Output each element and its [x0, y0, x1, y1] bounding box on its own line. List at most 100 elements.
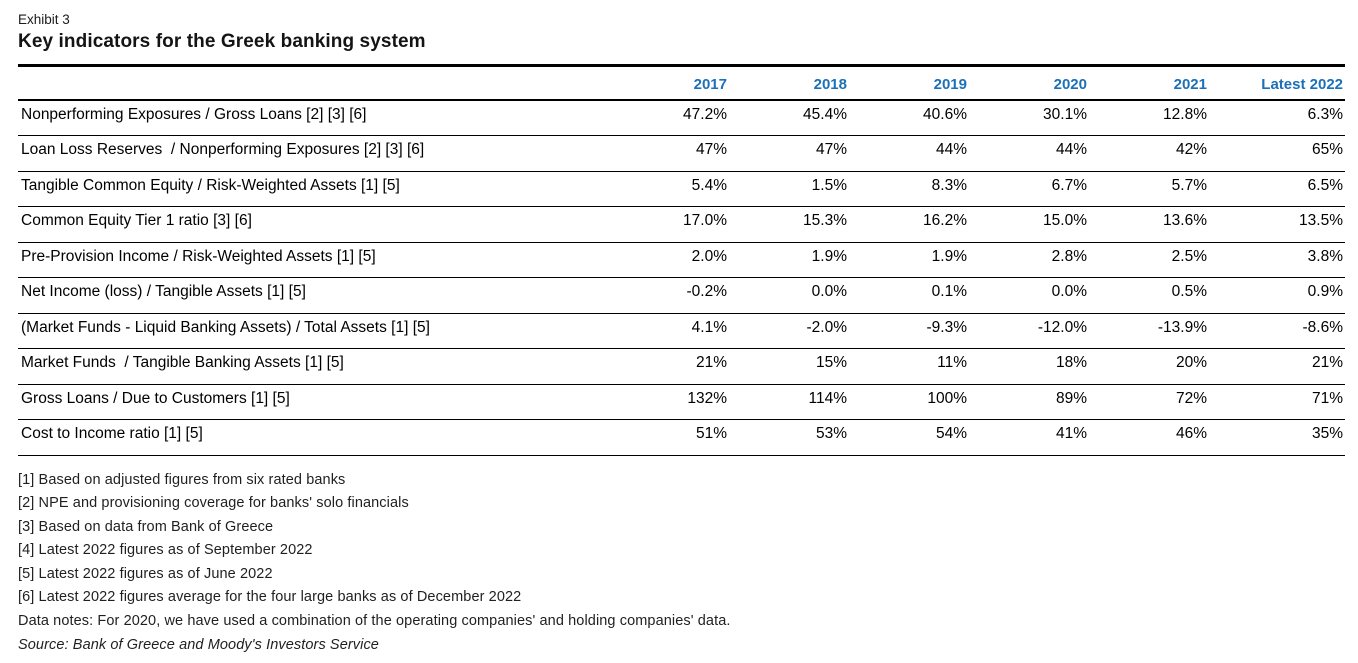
- row-label: Tangible Common Equity / Risk-Weighted A…: [18, 171, 609, 207]
- table-row: Pre-Provision Income / Risk-Weighted Ass…: [18, 242, 1345, 278]
- cell-value: 65%: [1209, 135, 1345, 172]
- row-label: Market Funds / Tangible Banking Assets […: [18, 348, 609, 385]
- cell-value: -8.6%: [1209, 313, 1345, 349]
- cell-value: 54%: [849, 419, 969, 456]
- cell-value: 41%: [969, 419, 1089, 456]
- footnote-line: [5] Latest 2022 figures as of June 2022: [18, 565, 273, 582]
- cell-value: -9.3%: [849, 313, 969, 349]
- cell-value: 13.5%: [1209, 206, 1345, 243]
- row-label: Loan Loss Reserves / Nonperforming Expos…: [18, 135, 609, 172]
- cell-value: 53%: [729, 419, 849, 456]
- cell-value: 35%: [1209, 419, 1345, 456]
- footnotes-section: [1] Based on adjusted figures from six r…: [18, 469, 1345, 658]
- cell-value: 45.4%: [729, 100, 849, 136]
- cell-value: 2.8%: [969, 242, 1089, 278]
- cell-value: 42%: [1089, 135, 1209, 172]
- cell-value: 114%: [729, 384, 849, 420]
- cell-value: 72%: [1089, 384, 1209, 420]
- column-header-2021: 2021: [1089, 65, 1209, 101]
- cell-value: 16.2%: [849, 206, 969, 243]
- cell-value: 0.1%: [849, 277, 969, 314]
- cell-value: -13.9%: [1089, 313, 1209, 349]
- cell-value: -12.0%: [969, 313, 1089, 349]
- cell-value: 47%: [609, 135, 729, 172]
- cell-value: 46%: [1089, 419, 1209, 456]
- cell-value: 18%: [969, 348, 1089, 385]
- footnote-line: [4] Latest 2022 figures as of September …: [18, 542, 313, 559]
- table-row: Common Equity Tier 1 ratio [3] [6] 17.0% 1…: [18, 206, 1345, 243]
- cell-value: 5.7%: [1089, 171, 1209, 207]
- cell-value: 21%: [1209, 348, 1345, 385]
- table-header-row: 2017 2018 2019 2020 2021 Latest 2022: [18, 65, 1345, 101]
- cell-value: 17.0%: [609, 206, 729, 243]
- footnote-line: Data notes: For 2020, we have used a com…: [18, 613, 731, 630]
- row-label: (Market Funds - Liquid Banking Assets) /…: [18, 313, 609, 349]
- column-header-2018: 2018: [729, 65, 849, 101]
- page-title: Key indicators for the Greek banking sys…: [18, 31, 426, 52]
- row-label: Common Equity Tier 1 ratio [3] [6]: [18, 206, 609, 243]
- cell-value: 1.9%: [849, 242, 969, 278]
- table-row: (Market Funds - Liquid Banking Assets) /…: [18, 313, 1345, 349]
- cell-value: 4.1%: [609, 313, 729, 349]
- footnote-line: [2] NPE and provisioning coverage for ba…: [18, 495, 409, 512]
- cell-value: 89%: [969, 384, 1089, 420]
- cell-value: 6.3%: [1209, 100, 1345, 136]
- cell-value: 47%: [729, 135, 849, 172]
- cell-value: 0.0%: [969, 277, 1089, 314]
- cell-value: 15.3%: [729, 206, 849, 243]
- footnote-line: [6] Latest 2022 figures average for the …: [18, 589, 522, 606]
- column-header-latest-2022: Latest 2022: [1209, 65, 1345, 101]
- cell-value: 2.0%: [609, 242, 729, 278]
- column-header-2020: 2020: [969, 65, 1089, 101]
- table-row: Gross Loans / Due to Customers [1] [5] 13…: [18, 384, 1345, 420]
- cell-value: 30.1%: [969, 100, 1089, 136]
- cell-value: 132%: [609, 384, 729, 420]
- cell-value: 8.3%: [849, 171, 969, 207]
- cell-value: 1.5%: [729, 171, 849, 207]
- row-label: Gross Loans / Due to Customers [1] [5]: [18, 384, 609, 420]
- cell-value: 1.9%: [729, 242, 849, 278]
- cell-value: 44%: [849, 135, 969, 172]
- cell-value: 6.5%: [1209, 171, 1345, 207]
- indicator-column-header: [18, 65, 609, 101]
- footnote-line: [1] Based on adjusted figures from six r…: [18, 471, 346, 488]
- cell-value: 44%: [969, 135, 1089, 172]
- cell-value: 15%: [729, 348, 849, 385]
- row-label: Pre-Provision Income / Risk-Weighted Ass…: [18, 242, 609, 278]
- table-row: Cost to Income ratio [1] [5] 51% 53% 54% 41%…: [18, 419, 1345, 456]
- cell-value: 11%: [849, 348, 969, 385]
- cell-value: 51%: [609, 419, 729, 456]
- cell-value: 47.2%: [609, 100, 729, 136]
- table-row: Tangible Common Equity / Risk-Weighted A…: [18, 171, 1345, 207]
- cell-value: -0.2%: [609, 277, 729, 314]
- source-line: Source: Bank of Greece and Moody's Inves…: [18, 636, 379, 653]
- cell-value: 5.4%: [609, 171, 729, 207]
- cell-value: 100%: [849, 384, 969, 420]
- row-label: Nonperforming Exposures / Gross Loans [2…: [18, 100, 609, 136]
- table-body: Nonperforming Exposures / Gross Loans [2…: [18, 100, 1345, 456]
- cell-value: 6.7%: [969, 171, 1089, 207]
- cell-value: 21%: [609, 348, 729, 385]
- cell-value: 3.8%: [1209, 242, 1345, 278]
- row-label: Net Income (loss) / Tangible Assets [1] …: [18, 277, 609, 314]
- cell-value: 0.0%: [729, 277, 849, 314]
- cell-value: 40.6%: [849, 100, 969, 136]
- cell-value: 15.0%: [969, 206, 1089, 243]
- table-row: Net Income (loss) / Tangible Assets [1] …: [18, 277, 1345, 314]
- key-indicators-table: 2017 2018 2019 2020 2021 Latest 2022 Nonperfo…: [18, 64, 1345, 456]
- cell-value: 0.5%: [1089, 277, 1209, 314]
- footnote-line: [3] Based on data from Bank of Greece: [18, 518, 274, 535]
- table-row: Nonperforming Exposures / Gross Loans [2…: [18, 100, 1345, 136]
- cell-value: 2.5%: [1089, 242, 1209, 278]
- table-row: Market Funds / Tangible Banking Assets […: [18, 348, 1345, 385]
- table-row: Loan Loss Reserves / Nonperforming Expos…: [18, 135, 1345, 172]
- cell-value: 71%: [1209, 384, 1345, 420]
- cell-value: 12.8%: [1089, 100, 1209, 136]
- row-label: Cost to Income ratio [1] [5]: [18, 419, 609, 456]
- cell-value: 0.9%: [1209, 277, 1345, 314]
- cell-value: 13.6%: [1089, 206, 1209, 243]
- cell-value: 20%: [1089, 348, 1209, 385]
- cell-value: -2.0%: [729, 313, 849, 349]
- column-header-2017: 2017: [609, 65, 729, 101]
- column-header-2019: 2019: [849, 65, 969, 101]
